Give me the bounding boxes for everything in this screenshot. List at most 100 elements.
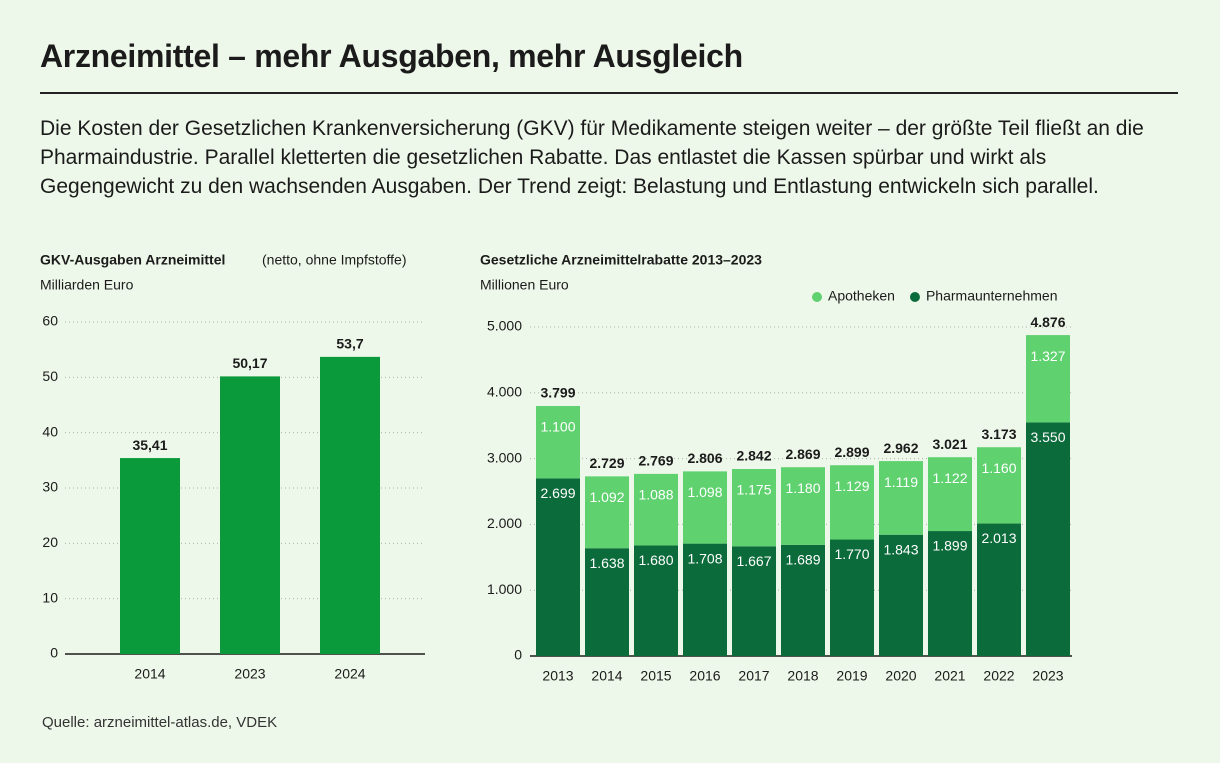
bar (320, 356, 380, 654)
segment-label: 1.638 (589, 555, 624, 571)
total-label: 2.962 (883, 440, 918, 456)
total-label: 2.869 (785, 446, 820, 462)
chart-title: GKV-Ausgaben Arzneimittel (40, 252, 225, 268)
segment-label: 1.180 (785, 480, 820, 496)
y-tick-label: 1.000 (487, 581, 522, 597)
title-rule (40, 92, 1178, 94)
segment-label: 1.689 (785, 552, 820, 568)
segment-label: 1.175 (736, 482, 771, 498)
x-tick-label: 2024 (334, 666, 365, 682)
x-tick-label: 2020 (885, 668, 916, 684)
y-tick-label: 60 (42, 313, 58, 329)
y-tick-label: 0 (514, 647, 522, 663)
x-tick-label: 2013 (542, 668, 573, 684)
segment-label: 1.708 (687, 550, 722, 566)
y-tick-label: 10 (42, 589, 58, 605)
unit-label: Milliarden Euro (40, 277, 134, 293)
bar-segment (585, 548, 629, 656)
segment-label: 2.699 (540, 485, 575, 501)
chart-title: Gesetzliche Arzneimittelrabatte 2013–202… (480, 252, 762, 268)
segment-label: 1.843 (883, 541, 918, 557)
total-label: 2.842 (736, 448, 771, 464)
x-tick-label: 2023 (234, 666, 265, 682)
segment-label: 1.119 (884, 474, 918, 490)
segment-label: 1.098 (687, 484, 722, 500)
total-label: 4.876 (1030, 314, 1065, 330)
x-tick-label: 2022 (983, 668, 1014, 684)
x-tick-label: 2017 (738, 668, 769, 684)
bar-segment (781, 467, 825, 545)
y-tick-label: 20 (42, 534, 58, 550)
bar-segment (732, 546, 776, 656)
bar-segment (1026, 335, 1070, 423)
total-label: 3.799 (540, 385, 575, 401)
bar-segment (977, 523, 1021, 656)
x-tick-label: 2019 (836, 668, 867, 684)
x-tick-label: 2021 (934, 668, 965, 684)
value-label: 50,17 (232, 355, 267, 371)
segment-label: 3.550 (1030, 429, 1065, 445)
total-label: 3.173 (981, 426, 1016, 442)
segment-label: 1.899 (932, 538, 967, 554)
chart-title-note: (netto, ohne Impfstoffe) (262, 252, 407, 268)
x-tick-label: 2014 (134, 666, 165, 682)
segment-label: 1.327 (1030, 348, 1065, 364)
y-tick-label: 30 (42, 479, 58, 495)
segment-label: 1.100 (540, 419, 575, 435)
bar-segment (928, 531, 972, 656)
x-tick-label: 2023 (1032, 668, 1063, 684)
x-tick-label: 2018 (787, 668, 818, 684)
bar-segment (536, 478, 580, 656)
total-label: 2.769 (638, 453, 673, 469)
segment-label: 1.092 (589, 489, 624, 505)
bar-segment (830, 465, 874, 540)
bar-segment (585, 476, 629, 549)
source-note: Quelle: arzneimittel-atlas.de, VDEK (42, 714, 278, 731)
unit-label: Millionen Euro (480, 277, 569, 293)
bar-segment (683, 471, 727, 544)
bar-segment (928, 457, 972, 532)
segment-label: 1.680 (638, 552, 673, 568)
segment-label: 1.088 (638, 487, 673, 503)
bar-segment (683, 543, 727, 656)
bar (220, 376, 280, 654)
y-tick-label: 0 (50, 645, 58, 661)
x-tick-label: 2015 (640, 668, 671, 684)
x-tick-label: 2014 (591, 668, 622, 684)
bar-segment (634, 473, 678, 546)
bar-segment (1026, 422, 1070, 656)
bar-segment (879, 461, 923, 535)
bar-segment (879, 534, 923, 656)
legend-swatch (812, 292, 822, 302)
segment-label: 1.667 (736, 553, 771, 569)
bar-segment (977, 447, 1021, 524)
bar-segment (830, 539, 874, 656)
legend-label: Pharmaunternehmen (926, 288, 1058, 304)
segment-label: 2.013 (981, 530, 1016, 546)
legend-label: Apotheken (828, 288, 895, 304)
segment-label: 1.770 (834, 546, 869, 562)
value-label: 53,7 (336, 336, 363, 352)
bar-segment (781, 544, 825, 656)
bar (120, 458, 180, 654)
bar-segment (634, 545, 678, 656)
bar-segment (732, 468, 776, 547)
segment-label: 1.129 (834, 478, 869, 494)
y-tick-label: 5.000 (487, 318, 522, 334)
y-tick-label: 40 (42, 423, 58, 439)
total-label: 2.806 (687, 450, 722, 466)
intro-text: Die Kosten der Gesetzlichen Krankenversi… (40, 117, 1144, 198)
segment-label: 1.122 (932, 470, 967, 486)
total-label: 2.729 (589, 455, 624, 471)
segment-label: 1.160 (981, 460, 1016, 476)
y-tick-label: 3.000 (487, 449, 522, 465)
x-tick-label: 2016 (689, 668, 720, 684)
y-tick-label: 2.000 (487, 515, 522, 531)
y-tick-label: 50 (42, 368, 58, 384)
page-title: Arzneimittel – mehr Ausgaben, mehr Ausgl… (40, 38, 743, 74)
bar-segment (536, 406, 580, 479)
value-label: 35,41 (132, 437, 167, 453)
total-label: 2.899 (834, 444, 869, 460)
